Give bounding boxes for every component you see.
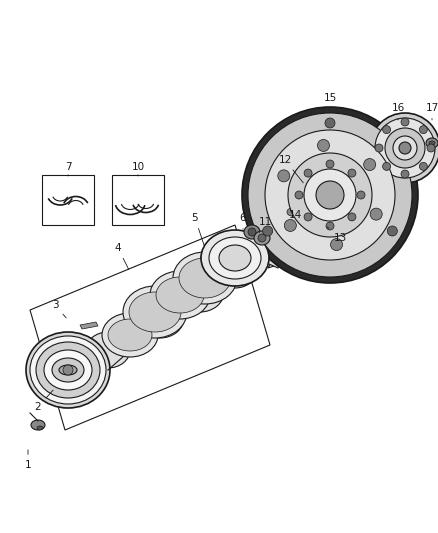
Ellipse shape bbox=[383, 163, 391, 171]
Ellipse shape bbox=[383, 126, 391, 134]
Ellipse shape bbox=[370, 208, 382, 220]
Ellipse shape bbox=[200, 241, 256, 285]
Ellipse shape bbox=[364, 158, 376, 171]
Ellipse shape bbox=[108, 319, 152, 351]
Ellipse shape bbox=[287, 208, 297, 216]
Ellipse shape bbox=[219, 245, 251, 271]
Ellipse shape bbox=[173, 252, 237, 304]
Ellipse shape bbox=[429, 141, 435, 145]
Ellipse shape bbox=[304, 169, 312, 177]
Ellipse shape bbox=[331, 239, 343, 251]
Ellipse shape bbox=[284, 220, 297, 231]
Ellipse shape bbox=[123, 286, 187, 338]
Ellipse shape bbox=[401, 170, 409, 178]
Ellipse shape bbox=[295, 191, 303, 199]
Polygon shape bbox=[80, 322, 98, 329]
Ellipse shape bbox=[263, 226, 272, 236]
Ellipse shape bbox=[102, 313, 158, 357]
Text: 3: 3 bbox=[52, 300, 66, 318]
Ellipse shape bbox=[213, 252, 257, 288]
Ellipse shape bbox=[278, 170, 290, 182]
Text: 12: 12 bbox=[279, 155, 303, 183]
Ellipse shape bbox=[59, 365, 77, 375]
Text: 15: 15 bbox=[323, 93, 337, 110]
Ellipse shape bbox=[426, 138, 438, 148]
Ellipse shape bbox=[150, 271, 210, 319]
Ellipse shape bbox=[63, 365, 73, 375]
Bar bbox=[42, 175, 94, 225]
Ellipse shape bbox=[244, 225, 260, 239]
Ellipse shape bbox=[375, 118, 435, 178]
Ellipse shape bbox=[348, 213, 356, 221]
Polygon shape bbox=[268, 220, 364, 268]
Ellipse shape bbox=[325, 118, 335, 128]
Ellipse shape bbox=[348, 169, 356, 177]
Ellipse shape bbox=[265, 130, 395, 260]
Ellipse shape bbox=[248, 113, 412, 277]
Ellipse shape bbox=[30, 336, 106, 404]
Ellipse shape bbox=[44, 350, 92, 390]
Ellipse shape bbox=[288, 153, 372, 237]
Text: 4: 4 bbox=[115, 243, 129, 270]
Ellipse shape bbox=[37, 426, 43, 430]
Text: 1: 1 bbox=[25, 450, 31, 470]
Ellipse shape bbox=[316, 181, 344, 209]
Ellipse shape bbox=[393, 136, 417, 160]
Ellipse shape bbox=[399, 142, 411, 154]
Ellipse shape bbox=[206, 247, 250, 279]
Text: 7: 7 bbox=[65, 162, 71, 176]
Ellipse shape bbox=[419, 126, 427, 134]
Ellipse shape bbox=[31, 420, 45, 430]
Ellipse shape bbox=[326, 160, 334, 168]
Text: 13: 13 bbox=[327, 227, 346, 243]
Ellipse shape bbox=[209, 237, 261, 279]
Polygon shape bbox=[260, 240, 288, 268]
Ellipse shape bbox=[258, 234, 266, 242]
Text: 14: 14 bbox=[288, 210, 302, 220]
Bar bbox=[112, 175, 164, 225]
Ellipse shape bbox=[201, 230, 269, 286]
Ellipse shape bbox=[370, 113, 438, 183]
Text: 5: 5 bbox=[192, 213, 204, 245]
Ellipse shape bbox=[254, 231, 270, 245]
Ellipse shape bbox=[156, 277, 204, 313]
Ellipse shape bbox=[136, 298, 184, 338]
Ellipse shape bbox=[401, 118, 409, 126]
Ellipse shape bbox=[248, 228, 256, 236]
Ellipse shape bbox=[326, 222, 334, 230]
Text: 2: 2 bbox=[35, 390, 53, 412]
Text: 11: 11 bbox=[258, 217, 272, 232]
Ellipse shape bbox=[36, 342, 100, 398]
Text: 6: 6 bbox=[240, 213, 246, 229]
Text: 17: 17 bbox=[425, 103, 438, 120]
Ellipse shape bbox=[52, 358, 84, 382]
Ellipse shape bbox=[275, 177, 351, 243]
Ellipse shape bbox=[283, 184, 343, 236]
Ellipse shape bbox=[419, 163, 427, 171]
Polygon shape bbox=[340, 220, 368, 248]
Ellipse shape bbox=[26, 332, 110, 408]
Ellipse shape bbox=[176, 272, 224, 312]
Ellipse shape bbox=[427, 144, 435, 152]
Ellipse shape bbox=[291, 191, 335, 229]
Ellipse shape bbox=[357, 191, 365, 199]
Ellipse shape bbox=[318, 140, 329, 151]
Ellipse shape bbox=[304, 169, 356, 221]
Ellipse shape bbox=[387, 226, 397, 236]
Ellipse shape bbox=[242, 107, 418, 283]
Ellipse shape bbox=[179, 258, 231, 298]
Ellipse shape bbox=[86, 332, 130, 368]
Ellipse shape bbox=[385, 128, 425, 168]
Ellipse shape bbox=[304, 213, 312, 221]
Ellipse shape bbox=[129, 292, 181, 332]
Text: 10: 10 bbox=[131, 162, 145, 176]
Ellipse shape bbox=[375, 144, 383, 152]
Text: 16: 16 bbox=[392, 103, 405, 120]
